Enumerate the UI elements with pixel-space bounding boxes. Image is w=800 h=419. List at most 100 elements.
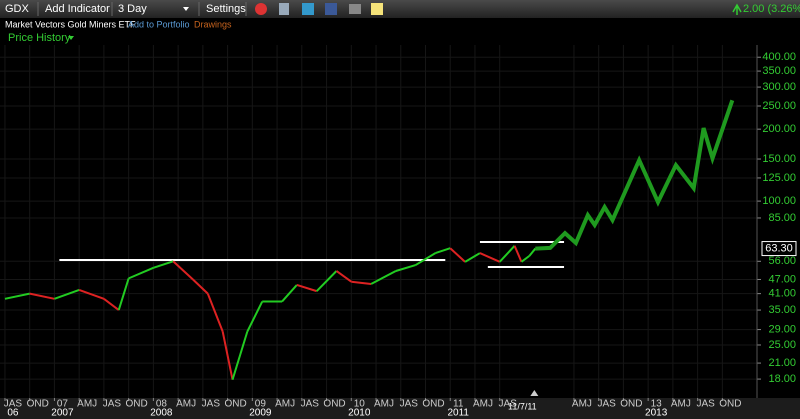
year-label: 2013 — [645, 408, 668, 419]
x-tick-label: JAS — [4, 399, 23, 410]
price-segment — [395, 264, 416, 272]
icon-print[interactable] — [279, 3, 289, 15]
price-segment — [192, 278, 209, 295]
date-marker-label: 11/7/11 — [508, 401, 537, 411]
y-tick-label: 250.00 — [762, 100, 796, 112]
price-segment — [513, 245, 523, 263]
y-tick-label: 56.00 — [768, 255, 796, 267]
x-tick-label: 07 — [57, 399, 69, 410]
x-tick-label: AMJ — [572, 399, 592, 410]
x-tick-label: OND — [224, 399, 246, 410]
icon-twitter[interactable] — [302, 3, 314, 15]
y-tick-label: 100.00 — [762, 195, 796, 207]
price-segment — [54, 288, 80, 300]
x-tick-label: JAS — [301, 399, 320, 410]
price-segment — [78, 288, 105, 300]
x-tick-label: AMJ — [374, 399, 394, 410]
x-tick-label: AMJ — [176, 399, 196, 410]
y-tick-label: 47.00 — [768, 273, 796, 285]
settings[interactable]: Settings — [206, 3, 246, 15]
price-segment — [498, 245, 516, 263]
price-segment — [370, 270, 397, 285]
price-segment — [153, 260, 174, 269]
price-segment — [103, 298, 120, 311]
add-to-portfolio[interactable]: Add to Portfolio — [128, 19, 190, 29]
year-label: 2009 — [249, 408, 272, 419]
price-change: 2.00 (3.26%) — [743, 3, 800, 15]
price-segment — [117, 278, 130, 311]
y-tick-label: 41.00 — [768, 288, 796, 300]
y-tick-label: 25.00 — [768, 339, 796, 351]
price-segment — [315, 270, 338, 292]
icon-note[interactable] — [371, 3, 383, 15]
x-axis-band — [0, 398, 800, 419]
x-tick-label: OND — [620, 399, 642, 410]
icon-facebook[interactable] — [325, 3, 337, 15]
x-tick-label: OND — [126, 399, 148, 410]
x-tick-label: JAS — [400, 399, 419, 410]
x-tick-label: 08 — [156, 399, 168, 410]
x-tick-label: 09 — [255, 399, 267, 410]
price-segment — [281, 284, 298, 303]
y-tick-label: 350.00 — [762, 65, 796, 77]
chart-title[interactable]: Price History — [8, 32, 71, 44]
y-tick-label: 300.00 — [762, 81, 796, 93]
price-segment — [415, 252, 436, 266]
dropdown-arrow[interactable] — [183, 7, 189, 11]
price-segment — [246, 301, 264, 332]
x-tick-label: AMJ — [473, 399, 493, 410]
price-segment — [206, 293, 224, 332]
price-segment — [435, 247, 451, 255]
title-arrow[interactable] — [68, 36, 74, 40]
year-label: 06 — [7, 408, 19, 419]
y-tick-label: 125.00 — [762, 172, 796, 184]
y-tick-label: 150.00 — [762, 153, 796, 165]
year-label: 2007 — [51, 408, 74, 419]
y-tick-label: 400.00 — [762, 51, 796, 63]
year-label: 2008 — [150, 408, 173, 419]
price-segment — [296, 283, 317, 293]
y-tick-label: 200.00 — [762, 123, 796, 135]
price-segment — [479, 252, 501, 263]
y-tick-label: 18.00 — [768, 373, 796, 385]
last-price-box — [761, 241, 797, 257]
price-segment — [464, 252, 481, 263]
year-label: 2011 — [447, 408, 469, 419]
x-tick-label: JAS — [499, 399, 518, 410]
up-arrow — [732, 3, 742, 15]
x-tick-label: AMJ — [77, 399, 97, 410]
icon-alert[interactable] — [255, 3, 267, 15]
y-tick-label: 21.00 — [768, 357, 796, 369]
price-segment — [128, 266, 154, 280]
icon-camera[interactable] — [349, 4, 361, 14]
price-segment — [351, 280, 372, 285]
x-tick-label: 10 — [354, 399, 366, 410]
year-label: 2010 — [348, 408, 371, 419]
price-segment — [528, 247, 537, 257]
last-price-label: 63.30 — [765, 242, 793, 254]
price-segment — [449, 247, 466, 263]
price-segment — [335, 270, 352, 283]
x-tick-label: 11 — [453, 399, 464, 410]
price-segment — [29, 292, 55, 300]
x-tick-label: JAS — [696, 399, 715, 410]
add-indicator[interactable]: Add Indicator — [45, 3, 110, 15]
period-select[interactable]: 3 Day — [118, 3, 147, 15]
x-tick-label: OND — [27, 399, 49, 410]
price-segment — [172, 260, 194, 281]
drawings[interactable]: Drawings — [194, 19, 232, 29]
y-tick-label: 35.00 — [768, 304, 796, 316]
y-tick-label: 85.00 — [768, 212, 796, 224]
price-segment — [231, 331, 249, 380]
x-tick-label: JAS — [202, 399, 221, 410]
security-name: Market Vectors Gold Miners ETF — [5, 19, 136, 29]
price-segment — [520, 255, 531, 263]
x-tick-label: JAS — [103, 399, 122, 410]
x-tick-label: 13 — [651, 399, 663, 410]
toolbar — [0, 0, 800, 18]
y-tick-label: 29.00 — [768, 323, 796, 335]
symbol[interactable]: GDX — [5, 3, 30, 15]
